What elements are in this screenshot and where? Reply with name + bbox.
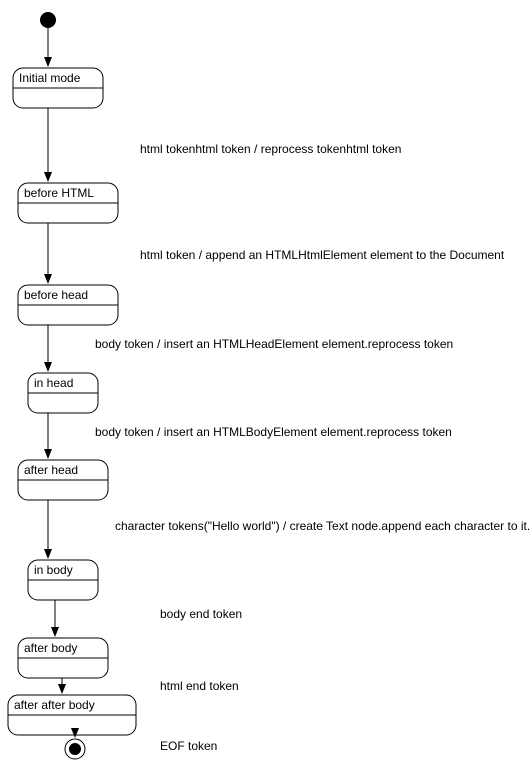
state-after_body: after body (18, 638, 108, 678)
state-label: in body (34, 563, 73, 577)
edge-label: body token / insert an HTMLBodyElement e… (95, 425, 452, 439)
state-diagram: Initial mode before HTML before head in hea… (0, 0, 532, 769)
state-before_head: before head (18, 285, 118, 325)
edge-label: html token / append an HTMLHtmlElement e… (140, 248, 505, 262)
state-label: after body (24, 641, 77, 655)
edge-label: html tokenhtml token / reprocess tokenht… (140, 142, 401, 156)
state-before_html: before HTML (18, 183, 118, 223)
state-in_body: in body (28, 560, 98, 600)
state-label: in head (34, 376, 73, 390)
state-after_after_body: after after body (8, 695, 136, 735)
state-in_head: in head (28, 373, 98, 413)
edge-label: body end token (160, 607, 242, 621)
edge-label: body token / insert an HTMLHeadElement e… (95, 337, 453, 351)
final-state-inner (69, 743, 81, 755)
state-label: after after body (14, 698, 95, 712)
state-after_head: after head (18, 460, 108, 500)
edge-label: EOF token (160, 739, 217, 753)
state-initial_mode: Initial mode (13, 68, 103, 108)
state-label: Initial mode (19, 71, 81, 85)
state-label: before HTML (24, 186, 94, 200)
state-label: after head (24, 463, 78, 477)
state-label: before head (24, 288, 88, 302)
initial-state (40, 12, 56, 28)
edge-label: character tokens("Hello world") / create… (115, 519, 530, 533)
edge-label: html end token (160, 679, 239, 693)
